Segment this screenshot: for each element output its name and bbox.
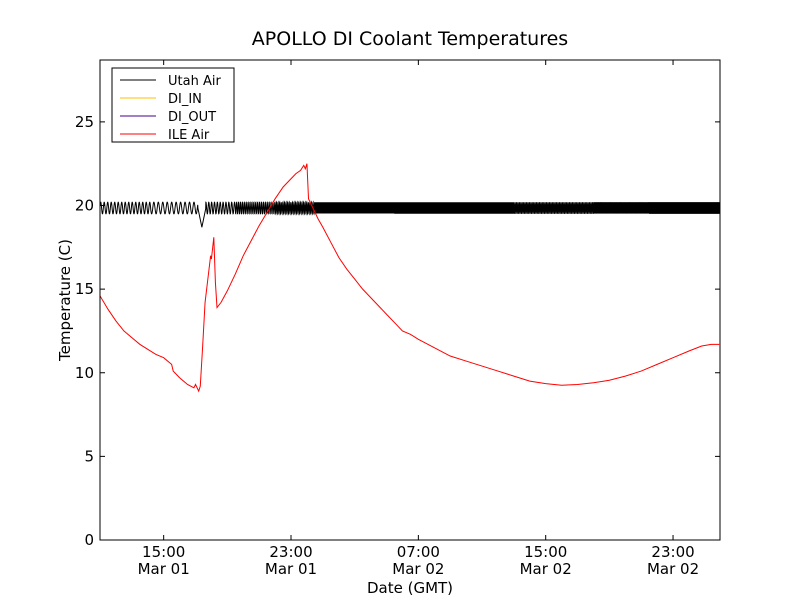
x-tick-label-date: Mar 01 [138,560,190,578]
x-tick-label-time: 23:00 [651,543,694,561]
y-tick-label: 10 [75,364,94,382]
legend-label: ILE Air [168,128,210,143]
legend: Utah Air DI_IN DI_OUT ILE Air [111,67,235,143]
x-tick-label-date: Mar 01 [265,560,317,578]
series-line-utah-air [100,200,720,228]
x-axis-title: Date (GMT) [367,579,453,597]
chart-title: APOLLO DI Coolant Temperatures [252,28,568,50]
series-line-ile-air [100,163,720,393]
legend-label: Utah Air [168,74,221,89]
legend-label: DI_OUT [168,110,216,125]
x-tick-label-time: 15:00 [142,543,185,561]
x-tick-label-time: 15:00 [524,543,567,561]
x-tick-label-date: Mar 02 [392,560,444,578]
x-tick-label-time: 07:00 [397,543,440,561]
y-tick-label: 15 [75,280,94,298]
x-tick-label-time: 23:00 [269,543,312,561]
x-tick-label-date: Mar 02 [647,560,699,578]
y-tick-label: 25 [75,113,94,131]
plot-frame [99,59,721,541]
y-tick-label: 5 [84,447,94,465]
y-axis-title: Temperature (C) [56,239,74,362]
legend-label: DI_IN [168,92,202,107]
y-tick-label: 0 [84,531,94,549]
x-tick-label-date: Mar 02 [520,560,572,578]
y-tick-label: 20 [75,197,94,215]
